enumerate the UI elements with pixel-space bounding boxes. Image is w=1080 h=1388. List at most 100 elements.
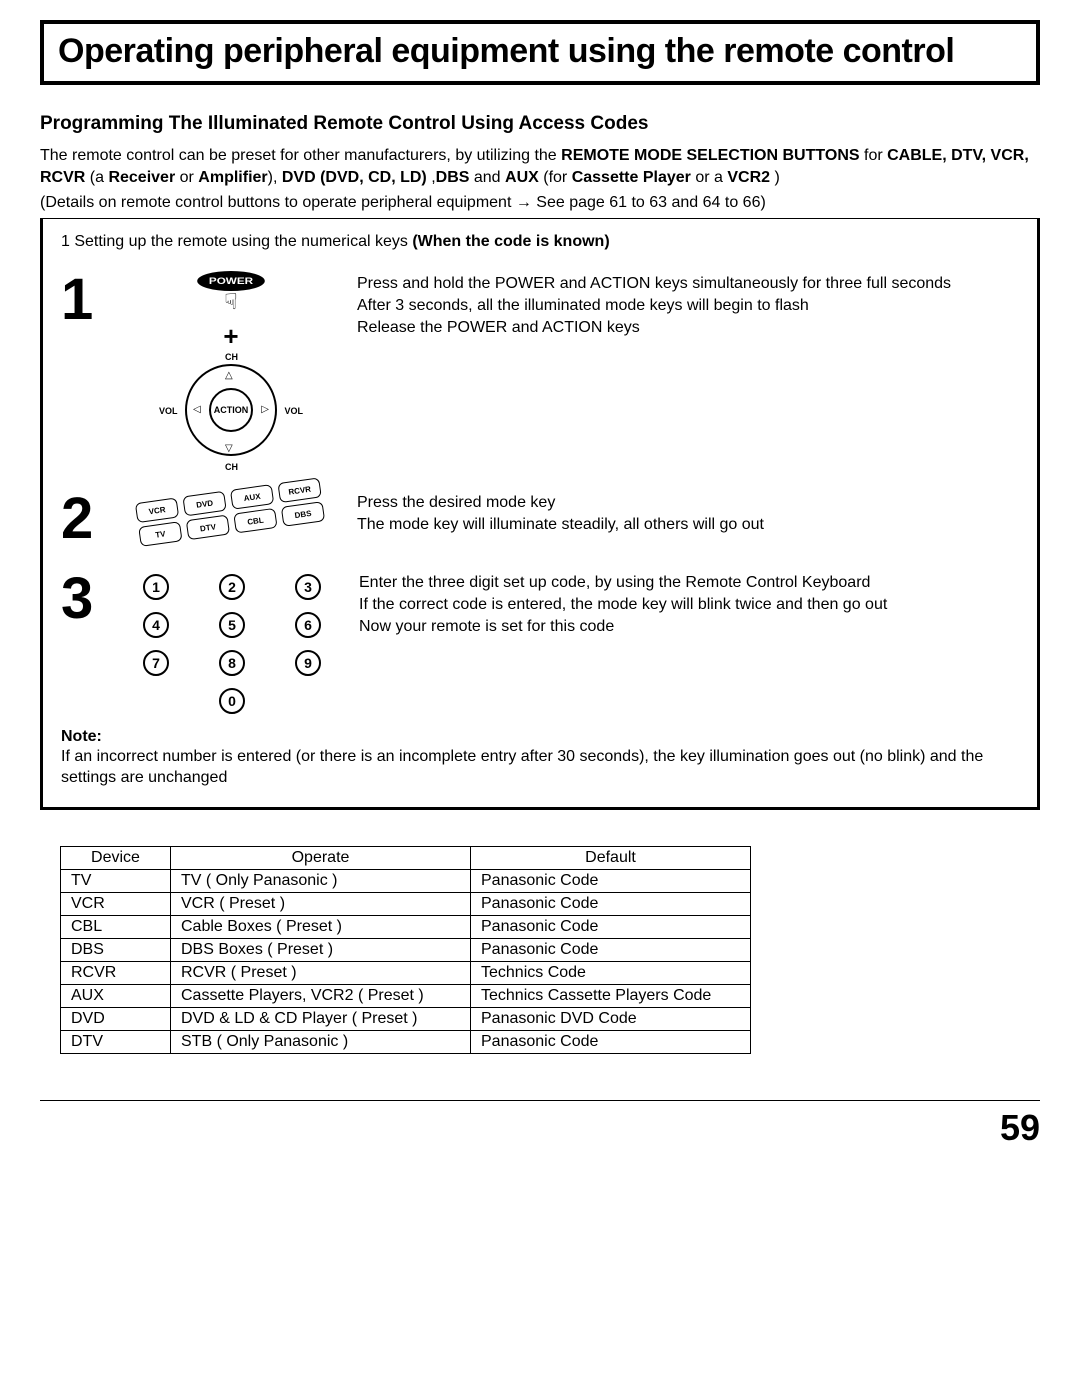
keypad-key: 9 — [295, 650, 321, 676]
steps-lead: 1 Setting up the remote using the numeri… — [61, 233, 1019, 251]
step1-desc: Press and hold the POWER and ACTION keys… — [357, 271, 1019, 339]
table-cell: DBS — [61, 938, 171, 961]
step-number: 1 — [61, 271, 105, 329]
table-cell: Panasonic Code — [471, 869, 751, 892]
chevron-left-icon: ◁ — [193, 404, 201, 415]
step-desc-line: Press and hold the POWER and ACTION keys… — [357, 275, 951, 292]
table-row: RCVRRCVR ( Preset )Technics Code — [61, 961, 751, 984]
table-cell: DBS Boxes ( Preset ) — [171, 938, 471, 961]
table-cell: DVD — [61, 1007, 171, 1030]
step-desc-line: After 3 seconds, all the illuminated mod… — [357, 297, 809, 314]
table-cell: STB ( Only Panasonic ) — [171, 1030, 471, 1053]
step2-graphic: VCR DVD AUX RCVR TV DTV CBL DBS — [131, 490, 331, 534]
step-number: 2 — [61, 490, 105, 548]
step-desc-line: If the correct code is entered, the mode… — [359, 596, 887, 613]
table-cell: VCR ( Preset ) — [171, 892, 471, 915]
step3-desc: Enter the three digit set up code, by us… — [359, 570, 1019, 638]
chevron-down-icon: ▽ — [225, 443, 233, 454]
table-header: Operate — [171, 846, 471, 869]
dpad-label-ch-top: CH — [225, 352, 238, 362]
table-cell: Technics Code — [471, 961, 751, 984]
step-desc-line: Press the desired mode key — [357, 494, 555, 511]
keypad-key: 4 — [143, 612, 169, 638]
device-table: Device Operate Default TVTV ( Only Panas… — [60, 846, 751, 1054]
keypad-key: 2 — [219, 574, 245, 600]
keypad-key: 3 — [295, 574, 321, 600]
table-cell: RCVR ( Preset ) — [171, 961, 471, 984]
table-row: DBSDBS Boxes ( Preset )Panasonic Code — [61, 938, 751, 961]
keypad-key: 7 — [143, 650, 169, 676]
details-line: (Details on remote control buttons to op… — [40, 194, 1040, 219]
step1-graphic: POWER ☟ + CH ACTION △ ▽ ◁ ▷ VOL VOL CH — [131, 271, 331, 468]
step-3: 3 1 2 3 4 5 6 7 8 9 0 Enter the three di… — [61, 570, 1019, 714]
mode-key: DVD — [182, 491, 226, 517]
table-row: DTVSTB ( Only Panasonic )Panasonic Code — [61, 1030, 751, 1053]
table-cell: CBL — [61, 915, 171, 938]
page-title: Operating peripheral equipment using the… — [58, 32, 1022, 71]
keypad-key: 0 — [219, 688, 245, 714]
note-heading: Note: — [61, 728, 1019, 746]
dpad-icon: CH ACTION △ ▽ ◁ ▷ VOL VOL CH — [161, 356, 301, 468]
table-row: AUXCassette Players, VCR2 ( Preset )Tech… — [61, 984, 751, 1007]
table-cell: Cassette Players, VCR2 ( Preset ) — [171, 984, 471, 1007]
mode-key: CBL — [233, 508, 277, 534]
table-cell: Panasonic Code — [471, 938, 751, 961]
step-number: 3 — [61, 570, 105, 628]
step-desc-line: The mode key will illuminate steadily, a… — [357, 516, 764, 533]
table-cell: Technics Cassette Players Code — [471, 984, 751, 1007]
mode-key: VCR — [135, 497, 179, 523]
section-subhead: Programming The Illuminated Remote Contr… — [40, 113, 1040, 135]
step-desc-line: Release the POWER and ACTION keys — [357, 319, 640, 336]
table-row: TVTV ( Only Panasonic )Panasonic Code — [61, 869, 751, 892]
table-cell: Cable Boxes ( Preset ) — [171, 915, 471, 938]
mode-key: RCVR — [277, 477, 321, 503]
table-cell: Panasonic Code — [471, 915, 751, 938]
mode-key: DBS — [281, 501, 325, 527]
table-header: Default — [471, 846, 751, 869]
power-button-icon: POWER — [197, 271, 265, 291]
section-body: Programming The Illuminated Remote Contr… — [40, 113, 1040, 219]
table-cell: Panasonic Code — [471, 892, 751, 915]
table-cell: TV ( Only Panasonic ) — [171, 869, 471, 892]
mode-key: AUX — [230, 484, 274, 510]
dpad-label-vol-l: VOL — [159, 406, 178, 416]
keypad-key: 1 — [143, 574, 169, 600]
table-header-row: Device Operate Default — [61, 846, 751, 869]
keypad-icon: 1 2 3 4 5 6 7 8 9 0 — [131, 574, 333, 714]
mode-keys-icon: VCR DVD AUX RCVR TV DTV CBL DBS — [135, 477, 327, 547]
keypad-key: 8 — [219, 650, 245, 676]
table-row: VCRVCR ( Preset )Panasonic Code — [61, 892, 751, 915]
table-cell: AUX — [61, 984, 171, 1007]
step-1: 1 POWER ☟ + CH ACTION △ ▽ ◁ ▷ VOL VOL CH — [61, 271, 1019, 468]
table-cell: RCVR — [61, 961, 171, 984]
mode-key: TV — [138, 521, 182, 547]
step2-desc: Press the desired mode key The mode key … — [357, 490, 1019, 536]
step-2: 2 VCR DVD AUX RCVR TV DTV CBL DBS Press … — [61, 490, 1019, 548]
step-desc-line: Enter the three digit set up code, by us… — [359, 574, 870, 591]
chevron-up-icon: △ — [225, 370, 233, 381]
table-cell: VCR — [61, 892, 171, 915]
intro-paragraph: The remote control can be preset for oth… — [40, 145, 1040, 190]
note-body: If an incorrect number is entered (or th… — [61, 746, 1019, 789]
dpad-label-ch-bot: CH — [225, 462, 238, 472]
steps-box: 1 Setting up the remote using the numeri… — [40, 219, 1040, 810]
page-number: 59 — [40, 1100, 1040, 1149]
keypad-key: 5 — [219, 612, 245, 638]
table-header: Device — [61, 846, 171, 869]
table-row: CBLCable Boxes ( Preset )Panasonic Code — [61, 915, 751, 938]
table-cell: TV — [61, 869, 171, 892]
table-cell: DTV — [61, 1030, 171, 1053]
table-cell: Panasonic DVD Code — [471, 1007, 751, 1030]
plus-icon: + — [223, 321, 238, 352]
table-row: DVDDVD & LD & CD Player ( Preset )Panaso… — [61, 1007, 751, 1030]
dpad-label-vol-r: VOL — [284, 406, 303, 416]
keypad-key: 6 — [295, 612, 321, 638]
mode-key: DTV — [186, 514, 230, 540]
chevron-right-icon: ▷ — [261, 404, 269, 415]
table-cell: DVD & LD & CD Player ( Preset ) — [171, 1007, 471, 1030]
page-title-box: Operating peripheral equipment using the… — [40, 20, 1040, 85]
step3-graphic: 1 2 3 4 5 6 7 8 9 0 — [131, 570, 333, 714]
dpad-center: ACTION — [209, 388, 253, 432]
hand-icon: ☟ — [205, 289, 257, 315]
step-desc-line: Now your remote is set for this code — [359, 618, 614, 635]
